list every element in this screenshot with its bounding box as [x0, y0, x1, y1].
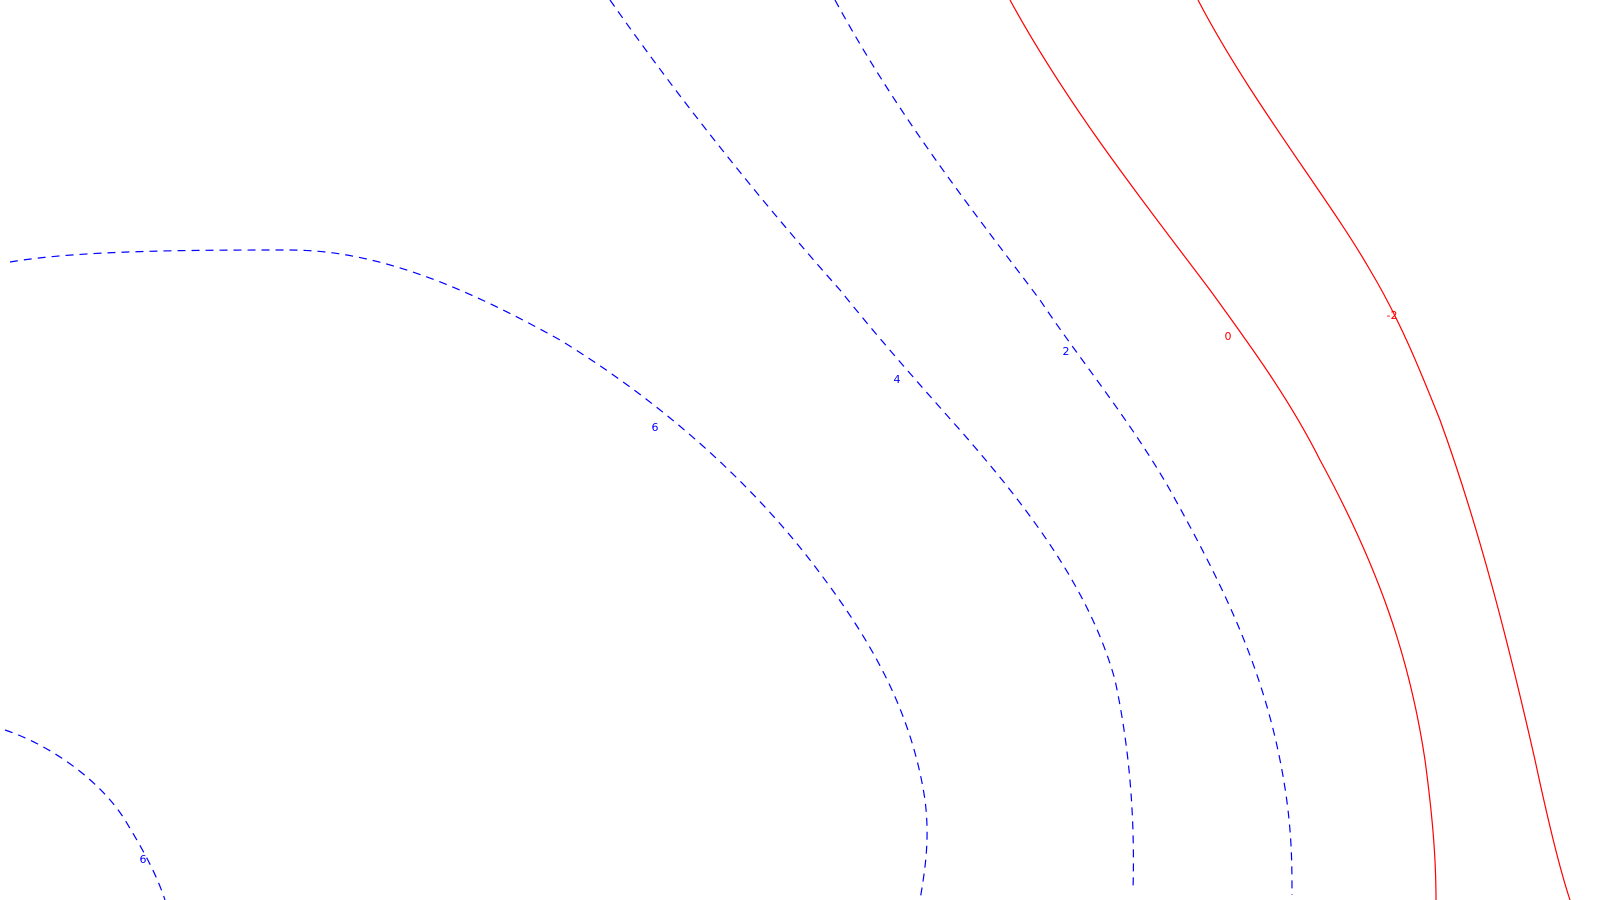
contour-line-2 [834, 0, 1293, 896]
contour-label-0: 0 [1225, 330, 1232, 343]
contour-line-6-secondary [4, 729, 166, 900]
contour-line-4 [609, 0, 1135, 891]
contour-line-neg2 [1197, 0, 1571, 900]
contour-label-6-secondary: 6 [140, 853, 147, 866]
contour-line-0 [1009, 0, 1437, 900]
contour-label-2: 2 [1063, 345, 1070, 358]
contour-label-neg2: -2 [1387, 309, 1398, 322]
contour-line-6 [9, 249, 928, 900]
contour-label-4: 4 [894, 373, 901, 386]
contour-label-6: 6 [652, 421, 659, 434]
